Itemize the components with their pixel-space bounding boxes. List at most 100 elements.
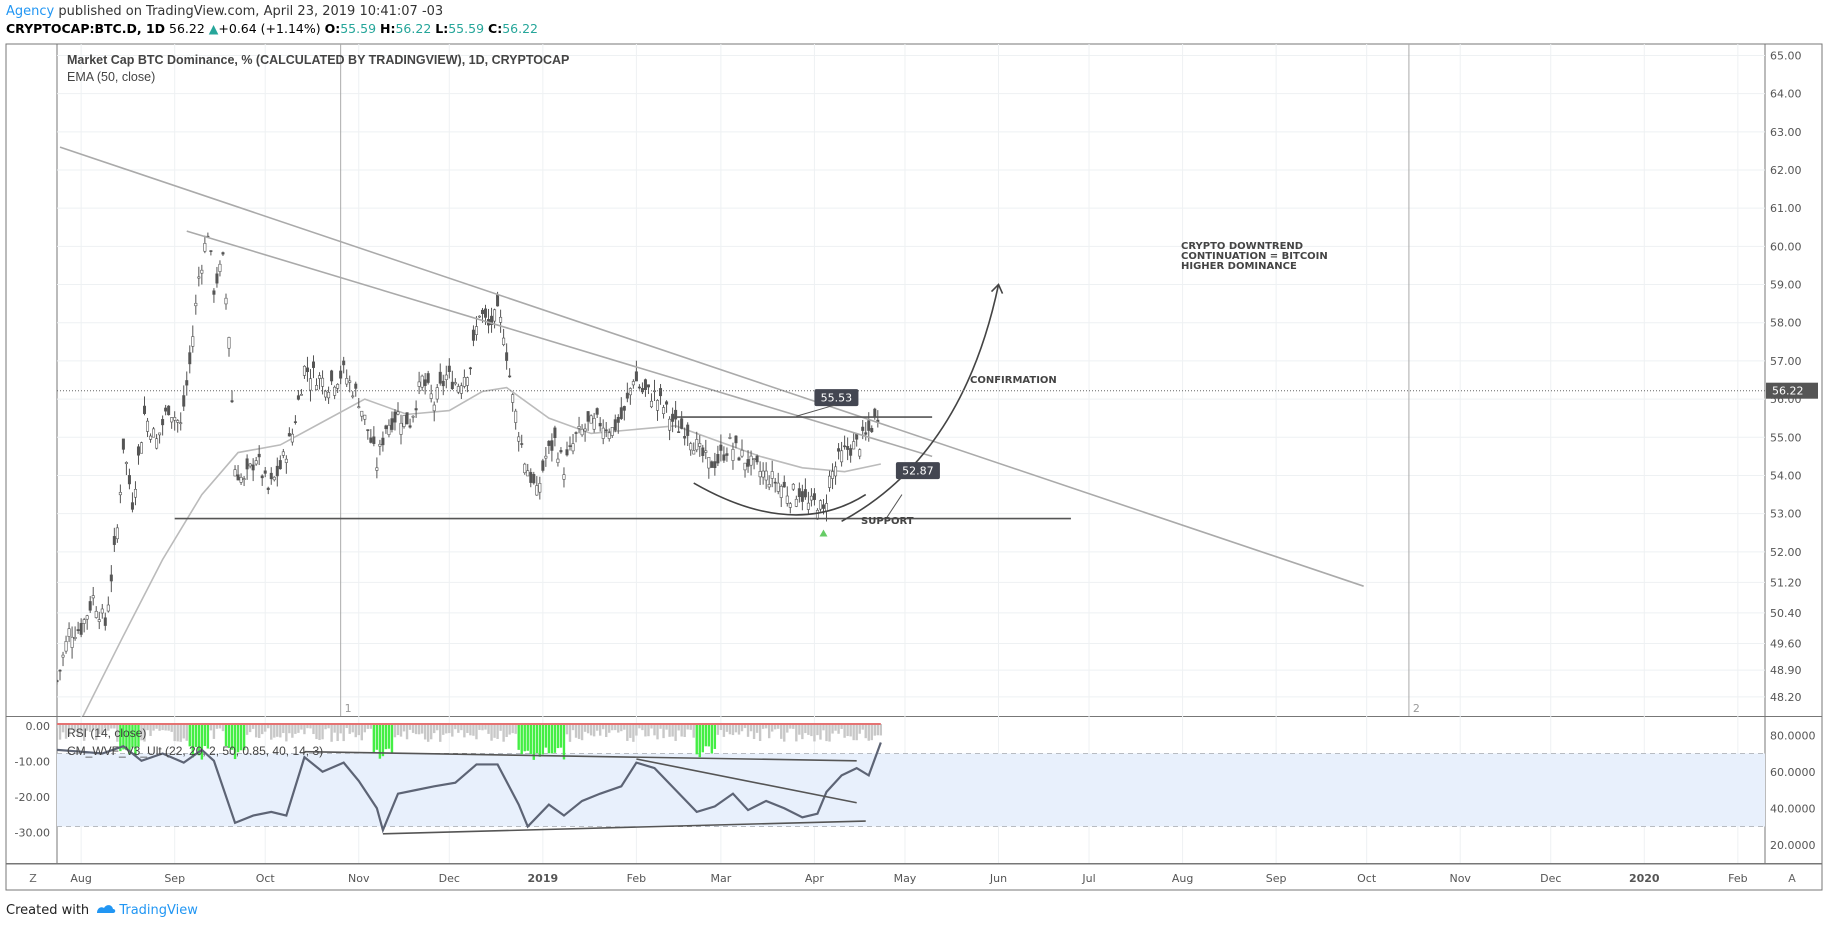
candle-body bbox=[143, 405, 147, 414]
wvf-bar bbox=[194, 724, 198, 748]
candle-body bbox=[698, 443, 702, 447]
wvf-bar bbox=[149, 724, 152, 736]
candle-body bbox=[414, 408, 418, 411]
candle-body bbox=[843, 445, 847, 448]
wvf-bar bbox=[113, 724, 116, 729]
wvf-bar bbox=[541, 724, 545, 755]
wvf-bar bbox=[245, 724, 249, 735]
candle-body bbox=[284, 458, 288, 463]
wvf-bar bbox=[746, 724, 750, 737]
support-text: SUPPORT bbox=[861, 516, 914, 527]
candle-body bbox=[734, 435, 738, 444]
author-link[interactable]: Agency bbox=[6, 4, 55, 19]
rsi-upper-trend bbox=[304, 750, 857, 762]
candle-body bbox=[106, 604, 110, 612]
projection-arrow bbox=[841, 284, 1000, 522]
candle-body bbox=[683, 436, 687, 439]
candle-body bbox=[465, 377, 469, 386]
x-tick-label: Oct bbox=[1357, 872, 1377, 885]
wvf-bar bbox=[743, 724, 747, 729]
scale-button-left[interactable]: Z bbox=[29, 872, 37, 885]
wvf-bar bbox=[158, 724, 161, 731]
wvf-bar bbox=[330, 724, 333, 742]
wvf-bar bbox=[620, 724, 623, 732]
wvf-bar bbox=[755, 724, 759, 733]
candle-body bbox=[70, 636, 74, 648]
price-pane[interactable] bbox=[56, 146, 1364, 720]
indicator-pane[interactable] bbox=[56, 723, 883, 835]
wvf-bar bbox=[608, 724, 611, 733]
wvf-bar bbox=[704, 724, 707, 747]
candle-body bbox=[230, 400, 234, 403]
candle-body bbox=[158, 432, 162, 436]
candle-body bbox=[728, 437, 732, 439]
wvf-bar bbox=[64, 724, 68, 739]
wvf-bar bbox=[550, 724, 554, 754]
label-resistance-bg bbox=[814, 389, 859, 407]
y-tick-label: 54.00 bbox=[1770, 469, 1802, 482]
candle-body bbox=[266, 487, 270, 490]
candle-body bbox=[520, 443, 524, 445]
chart-canvas[interactable]: 65.00 64.00 63.00 62.00 61.00 60.00 59.00 58.00… bbox=[0, 0, 1828, 900]
y-tick-label: 64.00 bbox=[1770, 88, 1802, 101]
candle-body bbox=[420, 375, 424, 388]
wvf-bar bbox=[236, 724, 240, 753]
candle-body bbox=[619, 407, 623, 419]
candle-body bbox=[631, 381, 635, 386]
candle-body bbox=[601, 427, 605, 439]
candle-body bbox=[441, 380, 445, 387]
wvf-bar bbox=[282, 724, 285, 734]
wvf-bar bbox=[722, 724, 726, 737]
footer-created: Created with bbox=[6, 903, 90, 918]
wvf-bar bbox=[463, 724, 466, 738]
time-axis[interactable] bbox=[5, 863, 1823, 891]
wvf-bar bbox=[798, 724, 801, 735]
candle-body bbox=[758, 471, 762, 478]
candle-body bbox=[333, 386, 337, 396]
candle-body bbox=[73, 637, 77, 639]
candle-body bbox=[348, 380, 352, 383]
footer-brand[interactable]: TradingView bbox=[119, 903, 198, 918]
wvf-bar bbox=[128, 724, 131, 755]
candle-body bbox=[776, 482, 780, 492]
x-tick-label: Feb bbox=[1728, 872, 1747, 885]
wvf-bar bbox=[571, 724, 575, 731]
wvf-bar bbox=[529, 724, 532, 754]
wvf-bar bbox=[230, 724, 234, 750]
candle-body bbox=[212, 290, 216, 295]
candle-body bbox=[589, 415, 593, 424]
candle-body bbox=[453, 382, 457, 385]
candle-body bbox=[713, 461, 717, 469]
candle-body bbox=[580, 428, 584, 436]
candle-body bbox=[825, 503, 829, 512]
scale-button-right[interactable]: A bbox=[1788, 872, 1796, 885]
wvf-bar bbox=[354, 724, 357, 738]
candle-body bbox=[791, 483, 795, 490]
wvf-bar bbox=[804, 724, 807, 734]
wvf-bar bbox=[526, 724, 529, 751]
candle-body bbox=[182, 395, 186, 407]
candle-body bbox=[701, 447, 705, 456]
candle-body bbox=[197, 276, 201, 279]
publish-info: Agency published on TradingView.com, Apr… bbox=[6, 4, 443, 19]
wvf-bar bbox=[547, 724, 551, 754]
wvf-bar bbox=[707, 724, 711, 747]
legend-wvf: CM_WVF_V3_Ult (22, 20, 2, 50, 0.85, 40, … bbox=[67, 744, 323, 758]
candle-body bbox=[345, 378, 349, 385]
candle-body bbox=[146, 420, 150, 432]
wvf-bar bbox=[270, 724, 273, 740]
y-tick-label: 52.00 bbox=[1770, 546, 1802, 559]
candle-body bbox=[707, 457, 711, 469]
candle-body bbox=[480, 309, 484, 315]
wvf-bar bbox=[164, 724, 167, 731]
candle-body bbox=[831, 471, 835, 479]
wvf-bar bbox=[436, 724, 439, 731]
wvf-bar bbox=[861, 724, 864, 730]
x-tick-label: Nov bbox=[348, 872, 370, 885]
wvf-bar bbox=[57, 724, 59, 729]
y-tick-label: 55.00 bbox=[1770, 431, 1802, 444]
wvf-bar bbox=[378, 724, 382, 759]
wvf-bar bbox=[411, 724, 415, 733]
candle-body bbox=[324, 390, 328, 398]
candle-body bbox=[312, 361, 316, 368]
